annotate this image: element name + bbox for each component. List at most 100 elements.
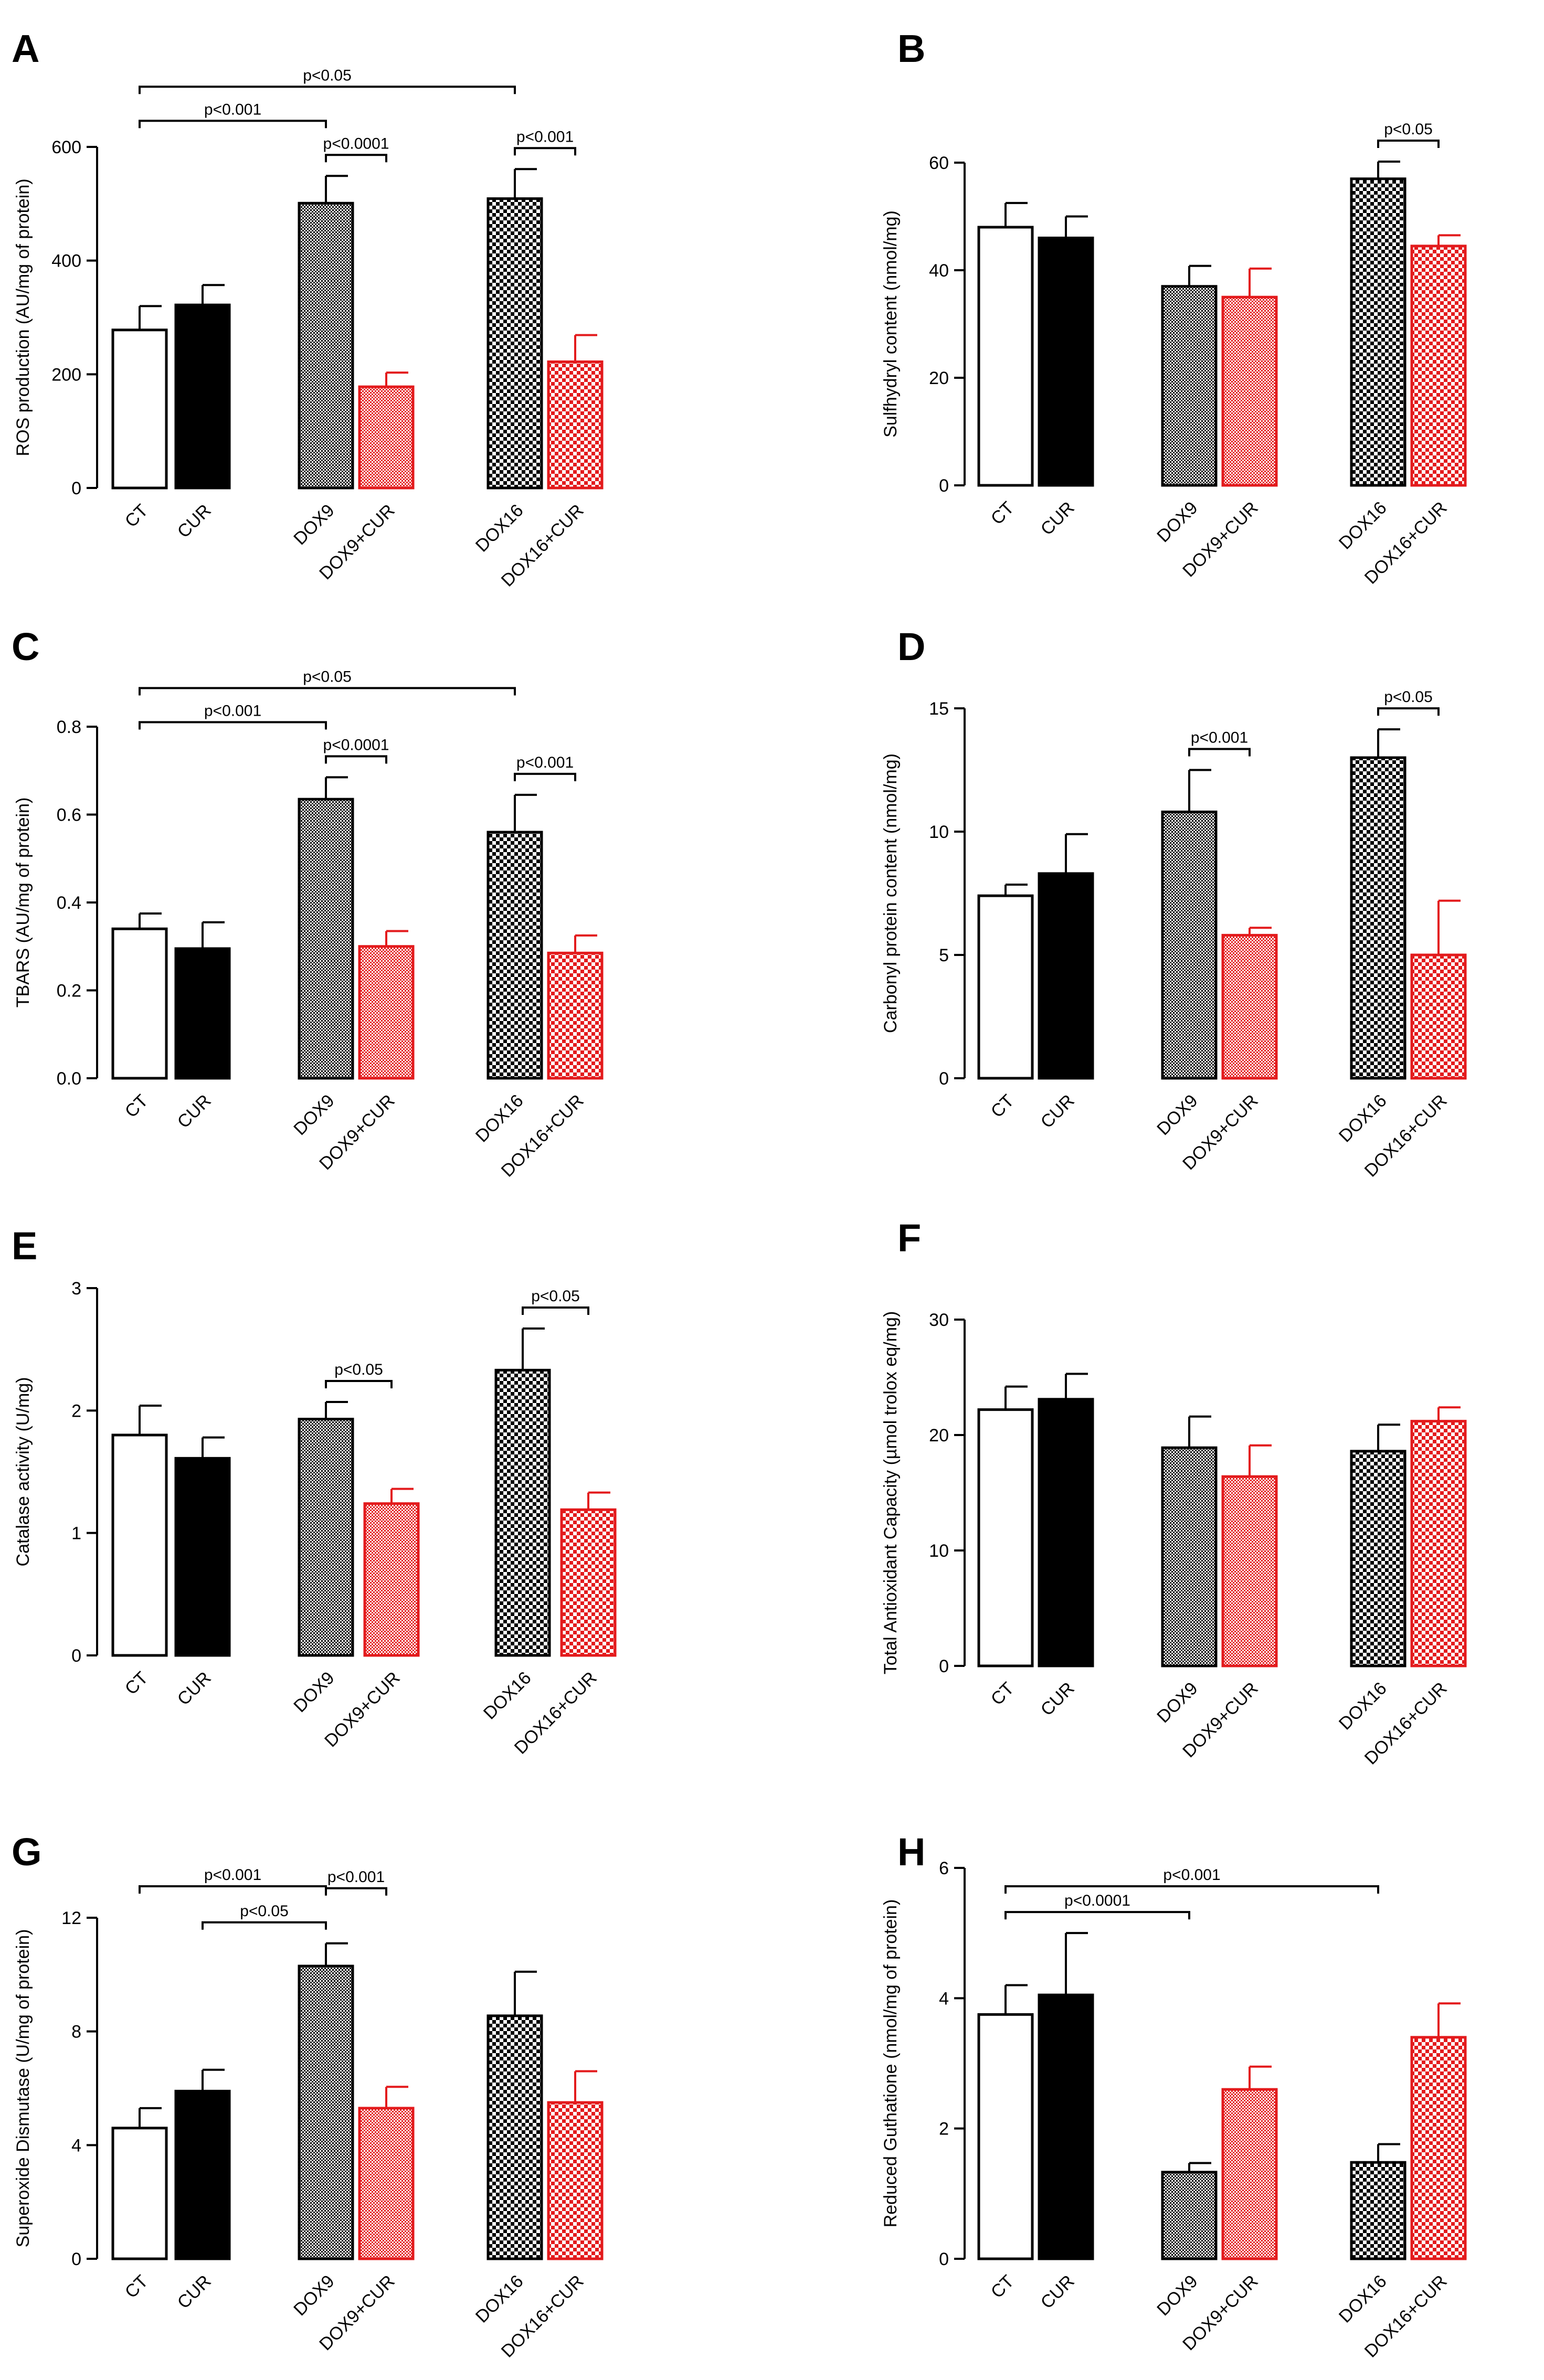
significance-bracket	[1004, 1911, 1190, 1920]
significance-bracket	[522, 1306, 589, 1315]
bar-dox9-cur	[1221, 2088, 1278, 2260]
bar-dox9	[1161, 2171, 1218, 2260]
y-tick-label: 3	[71, 1279, 81, 1299]
bar-dox16	[487, 831, 543, 1080]
panel-letter: B	[897, 27, 925, 70]
y-tick-label: 0.6	[57, 805, 81, 825]
panel-letter: D	[897, 625, 925, 668]
x-tick-label-cur: CUR	[174, 1091, 215, 1132]
x-tick-label-dox9: DOX9	[1153, 1678, 1201, 1727]
significance-bracket	[202, 1921, 327, 1930]
bar-dox16-cur	[560, 1508, 617, 1657]
significance-label: p<0.001	[204, 101, 261, 118]
significance-bracket	[325, 154, 387, 163]
significance-label: p<0.05	[303, 67, 352, 84]
y-tick-label: 15	[929, 699, 949, 719]
bar-dox9-cur	[358, 385, 415, 490]
x-tick-label-ct: CT	[987, 1678, 1018, 1709]
bar-cur	[174, 2089, 231, 2260]
bar-dox16	[487, 2014, 543, 2260]
significance-bracket	[514, 147, 576, 156]
bar-dox16-cur	[1410, 953, 1467, 1080]
bar-cur	[174, 947, 231, 1080]
y-tick-label: 12	[61, 1908, 81, 1928]
significance-label: p<0.001	[516, 128, 574, 145]
panel-letter: F	[897, 1216, 921, 1260]
bar-dox16-cur	[1410, 1420, 1467, 1667]
y-axis-label: ROS production (AU/mg of protein)	[13, 178, 33, 456]
panel-letter: G	[12, 1830, 42, 1874]
x-tick-label-dox9: DOX9	[290, 2271, 338, 2320]
y-tick-label: 0	[939, 1656, 949, 1676]
bar-ct	[977, 226, 1034, 487]
significance-bracket	[325, 1380, 393, 1388]
x-tick-label-cur: CUR	[1037, 2271, 1078, 2313]
panel-a: A 0 200 400 600 ROS production (AU/mg of prot…	[12, 27, 604, 591]
x-tick-label-dox16: DOX16	[1335, 1091, 1391, 1146]
bar-dox16	[1350, 756, 1406, 1080]
panel-b: B 0 20 40 60 Sulfhydryl content (nmol/mg) CT CU…	[881, 27, 1467, 588]
significance-label: p<0.001	[204, 702, 261, 719]
significance-bracket	[1004, 1885, 1379, 1894]
bar-dox9	[298, 1418, 354, 1657]
panel-g: G 0 4 8 12 Superoxide Dismutase (U/mg of prot…	[12, 1830, 604, 2362]
y-tick-label: 0	[71, 2249, 81, 2269]
panel-c: C 0.0 0.2 0.4 0.6 0.8 TBARS (AU/mg of protein)…	[12, 625, 604, 1181]
bar-dox9	[298, 798, 354, 1080]
bar-cur	[1038, 1398, 1094, 1667]
y-axis-label: Total Antioxidant Capacity (µmol trolox …	[881, 1311, 901, 1674]
y-tick-label: 6	[939, 1858, 949, 1878]
bar-dox16	[1350, 2161, 1406, 2260]
panel-letter: C	[12, 625, 39, 668]
significance-label: p<0.001	[516, 754, 574, 771]
y-tick-label: 60	[929, 153, 949, 173]
x-tick-label-cur: CUR	[174, 501, 215, 542]
x-tick-label-cur: CUR	[1037, 1678, 1078, 1720]
y-axis-label: Catalase activity (U/mg)	[13, 1377, 33, 1567]
y-tick-label: 0	[71, 479, 81, 498]
x-tick-label-cur: CUR	[1037, 1091, 1078, 1132]
panel-letter: A	[12, 27, 39, 70]
significance-label: p<0.05	[334, 1361, 383, 1378]
y-tick-label: 0.2	[57, 981, 81, 1001]
significance-label: p<0.05	[1384, 121, 1433, 138]
significance-bracket	[1377, 139, 1440, 148]
significance-bracket	[514, 772, 576, 781]
bar-dox9	[1161, 810, 1218, 1080]
y-tick-label: 4	[71, 2135, 81, 2155]
y-tick-label: 0	[71, 1646, 81, 1666]
x-tick-label-ct: CT	[121, 1668, 152, 1699]
bar-dox9	[298, 201, 354, 490]
x-tick-label-dox16: DOX16	[1335, 2271, 1391, 2327]
bar-dox16	[1350, 177, 1406, 487]
y-tick-label: 4	[939, 1989, 949, 2009]
bar-dox9-cur	[363, 1502, 420, 1657]
significance-bracket	[139, 721, 327, 730]
y-tick-label: 1	[71, 1524, 81, 1544]
significance-label: p<0.001	[204, 1866, 261, 1884]
y-tick-label: 0.0	[57, 1069, 81, 1089]
x-tick-label-ct: CT	[987, 498, 1018, 529]
bar-ct	[977, 2013, 1034, 2260]
bar-dox9-cur	[1221, 1475, 1278, 1667]
y-axis-label: TBARS (AU/mg of protein)	[13, 798, 33, 1008]
bar-ct	[977, 894, 1034, 1080]
y-tick-label: 40	[929, 261, 949, 281]
significance-bracket	[139, 687, 516, 696]
significance-label: p<0.0001	[1064, 1892, 1130, 1909]
y-tick-label: 200	[51, 365, 81, 385]
bar-dox9-cur	[358, 2107, 415, 2260]
bar-dox9	[298, 1964, 354, 2260]
bar-cur	[174, 1457, 231, 1657]
x-tick-label-dox16: DOX16	[480, 1668, 535, 1724]
panel-letter: E	[12, 1224, 37, 1268]
y-tick-label: 20	[929, 1426, 949, 1446]
y-tick-label: 0	[939, 2249, 949, 2269]
y-tick-label: 0.8	[57, 717, 81, 737]
panel-d: D 0 5 10 15 Carbonyl protein content (nmol/mg…	[881, 625, 1467, 1181]
bar-dox16	[487, 197, 543, 490]
bar-cur	[174, 303, 231, 490]
x-tick-label-ct: CT	[121, 501, 152, 532]
bar-dox9-cur	[1221, 933, 1278, 1080]
significance-label: p<0.0001	[323, 135, 389, 152]
